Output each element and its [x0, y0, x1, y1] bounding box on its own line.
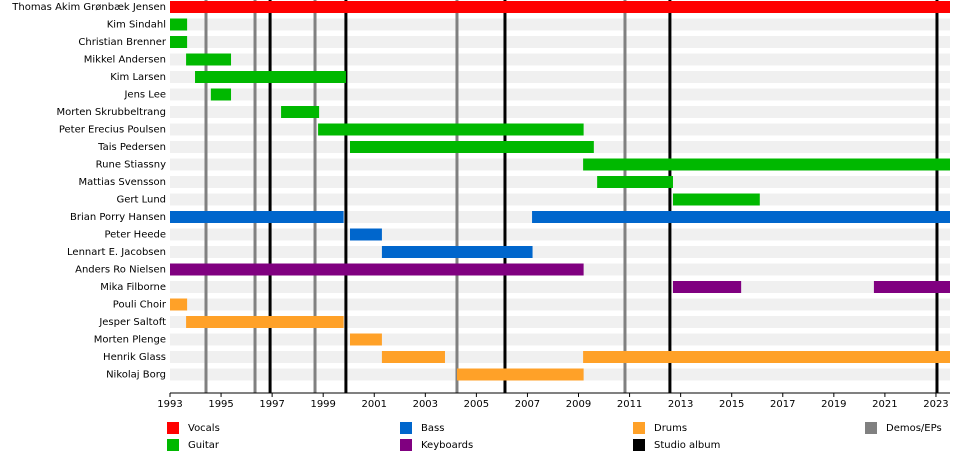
member-name: Kim Larsen — [110, 72, 166, 83]
x-tick-label: 2003 — [413, 399, 438, 410]
member-bar — [170, 263, 584, 276]
row-stripe — [170, 36, 950, 48]
member-name: Gert Lund — [116, 195, 166, 206]
row-stripe — [170, 193, 950, 206]
legend-swatch — [865, 422, 877, 434]
row-stripe — [170, 18, 950, 31]
member-bar — [381, 246, 533, 258]
member-name: Peter Erecius Poulsen — [59, 125, 166, 136]
row-stripe — [170, 176, 950, 188]
row-stripe — [170, 88, 950, 101]
row-stripe — [170, 106, 950, 118]
x-tick-label: 2019 — [821, 399, 846, 410]
x-tick-label: 2021 — [872, 399, 897, 410]
row-stripe — [170, 71, 950, 83]
row-stripe — [170, 281, 950, 293]
row-stripe — [170, 298, 950, 311]
legend-label: Vocals — [188, 423, 220, 434]
legend-swatch — [633, 422, 645, 434]
member-bar — [170, 1, 950, 13]
legend-label: Studio album — [654, 440, 720, 451]
member-bar — [672, 281, 742, 293]
member-bar — [170, 298, 188, 311]
legend-label: Drums — [654, 423, 687, 434]
legend-label: Demos/EPs — [886, 423, 942, 434]
member-bar — [170, 18, 188, 31]
row-stripe — [170, 333, 950, 346]
legend-label: Bass — [421, 423, 444, 434]
member-bar — [195, 71, 346, 83]
member-name: Lennart E. Jacobsen — [67, 247, 166, 258]
member-name: Thomas Akim Grønbæk Jensen — [11, 2, 166, 13]
member-bar — [597, 176, 673, 188]
member-bar — [186, 316, 344, 328]
legend-swatch — [167, 422, 179, 434]
member-bar — [170, 211, 344, 223]
legend-swatch — [167, 439, 179, 451]
member-bar — [210, 88, 232, 101]
x-tick-label: 1999 — [310, 399, 335, 410]
member-name: Jesper Saltoft — [98, 317, 166, 328]
member-bar — [350, 333, 382, 346]
member-bar — [583, 158, 950, 171]
x-tick-label: 2001 — [362, 399, 387, 410]
member-bar — [350, 141, 594, 153]
x-tick-label: 2005 — [464, 399, 489, 410]
member-name: Mikkel Andersen — [84, 55, 166, 66]
member-bar — [350, 228, 382, 241]
member-name: Brian Porry Hansen — [70, 212, 166, 223]
member-name: Morten Skrubbeltrang — [56, 107, 166, 118]
member-name: Mattias Svensson — [78, 177, 166, 188]
member-name: Christian Brenner — [78, 37, 166, 48]
member-bar — [186, 53, 232, 66]
legend-label: Keyboards — [421, 440, 473, 451]
x-tick-label: 1997 — [259, 399, 284, 410]
row-stripe — [170, 246, 950, 258]
member-bar — [381, 351, 445, 363]
member-bar — [873, 281, 950, 293]
member-name: Jens Lee — [123, 90, 166, 101]
x-tick-label: 2013 — [668, 399, 693, 410]
member-name: Peter Heede — [104, 230, 166, 241]
x-tick-label: 2017 — [770, 399, 795, 410]
row-stripe — [170, 228, 950, 241]
member-bar — [456, 368, 584, 381]
legend-swatch — [633, 439, 645, 451]
x-tick-label: 2009 — [566, 399, 591, 410]
x-tick-label: 2015 — [719, 399, 744, 410]
x-tick-label: 2007 — [515, 399, 540, 410]
member-name: Anders Ro Nielsen — [75, 265, 166, 276]
member-name: Nikolaj Borg — [106, 370, 166, 381]
member-name: Pouli Choir — [113, 300, 167, 311]
member-name: Rune Stiassny — [96, 160, 166, 171]
legend-swatch — [400, 422, 412, 434]
legend-swatch — [400, 439, 412, 451]
member-bar — [318, 123, 584, 136]
member-name: Kim Sindahl — [107, 20, 166, 31]
member-name: Tais Pedersen — [97, 142, 166, 153]
member-name: Morten Plenge — [94, 335, 166, 346]
x-tick-label: 2023 — [923, 399, 948, 410]
row-stripe — [170, 316, 950, 328]
legend-label: Guitar — [188, 440, 220, 451]
member-bar — [583, 351, 950, 363]
x-tick-label: 1995 — [208, 399, 233, 410]
x-tick-label: 1993 — [157, 399, 182, 410]
member-name: Mika Filborne — [100, 282, 166, 293]
row-stripe — [170, 53, 950, 66]
member-name: Henrik Glass — [103, 352, 166, 363]
member-bar — [532, 211, 950, 223]
x-tick-label: 2011 — [617, 399, 642, 410]
member-bar — [281, 106, 320, 118]
member-bar — [170, 36, 188, 48]
member-bar — [672, 193, 760, 206]
